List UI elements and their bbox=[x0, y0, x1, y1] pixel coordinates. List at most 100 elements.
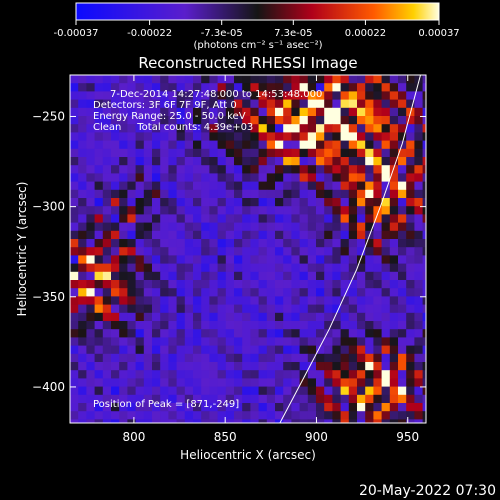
heatmap-cell bbox=[70, 83, 79, 92]
heatmap-cell bbox=[307, 271, 317, 281]
heatmap-cell bbox=[143, 255, 153, 265]
heatmap-cell bbox=[258, 75, 268, 84]
heatmap-cell bbox=[78, 312, 87, 322]
heatmap-cell bbox=[348, 116, 358, 125]
heatmap-cell bbox=[209, 181, 219, 191]
heatmap-cell bbox=[340, 99, 350, 109]
heatmap-cell bbox=[422, 304, 426, 314]
heatmap-cell bbox=[242, 148, 251, 158]
heatmap-cell bbox=[234, 321, 243, 330]
heatmap-cell bbox=[373, 353, 383, 363]
heatmap-cell bbox=[332, 99, 342, 109]
heatmap-cell bbox=[86, 345, 96, 355]
heatmap-cell bbox=[242, 165, 251, 174]
heatmap-cell bbox=[389, 148, 399, 158]
heatmap-cell bbox=[275, 280, 284, 289]
heatmap-cell bbox=[299, 263, 309, 273]
heatmap-cell bbox=[348, 370, 358, 379]
heatmap-cell bbox=[373, 312, 383, 322]
heatmap-cell bbox=[160, 157, 169, 166]
heatmap-cell bbox=[357, 263, 366, 273]
heatmap-cell bbox=[152, 99, 161, 109]
heatmap-cell bbox=[348, 362, 358, 371]
heatmap-cell bbox=[299, 206, 309, 215]
heatmap-cell bbox=[217, 353, 227, 363]
solar-limb-line bbox=[279, 75, 421, 423]
heatmap-cell bbox=[225, 148, 235, 158]
heatmap-cell bbox=[217, 403, 227, 412]
heatmap-cell bbox=[143, 362, 153, 371]
heatmap-cell bbox=[258, 271, 268, 281]
heatmap-cell bbox=[283, 230, 292, 240]
heatmap-cell bbox=[357, 99, 366, 109]
heatmap-cell bbox=[184, 214, 194, 224]
heatmap-cell bbox=[275, 296, 284, 306]
heatmap-cell bbox=[275, 263, 284, 273]
heatmap-cell bbox=[283, 99, 292, 109]
heatmap-cell bbox=[160, 214, 169, 224]
heatmap-cell bbox=[86, 206, 96, 215]
heatmap-cell bbox=[70, 288, 79, 297]
plot-frame bbox=[69, 74, 427, 424]
heatmap-cell bbox=[127, 222, 137, 232]
heatmap-cell bbox=[193, 132, 202, 142]
heatmap-cell bbox=[201, 337, 210, 347]
heatmap-cell bbox=[119, 140, 128, 150]
heatmap-cell bbox=[176, 255, 186, 265]
heatmap-cell bbox=[242, 222, 251, 232]
heatmap-cell bbox=[193, 362, 202, 371]
heatmap-cell bbox=[291, 75, 301, 84]
heatmap-cell bbox=[152, 411, 161, 420]
heatmap-cell bbox=[414, 91, 424, 101]
heatmap-cell bbox=[283, 140, 292, 150]
heatmap-cell bbox=[316, 99, 325, 109]
heatmap-cell bbox=[119, 329, 128, 338]
heatmap-cell bbox=[135, 99, 145, 109]
heatmap-cell bbox=[373, 296, 383, 306]
heatmap-cell bbox=[225, 75, 235, 84]
heatmap-cell bbox=[340, 271, 350, 281]
heatmap-cell bbox=[283, 403, 292, 412]
heatmap-cell bbox=[291, 140, 301, 150]
heatmap-cell bbox=[152, 230, 161, 240]
heatmap-cell bbox=[422, 280, 426, 289]
heatmap-cell bbox=[291, 370, 301, 379]
heatmap-cell bbox=[266, 206, 276, 215]
heatmap-cell bbox=[242, 132, 251, 142]
heatmap-cell bbox=[307, 345, 317, 355]
heatmap-cell bbox=[373, 280, 383, 289]
heatmap-cell bbox=[143, 419, 153, 423]
heatmap-cell bbox=[250, 140, 260, 150]
heatmap-cell bbox=[291, 99, 301, 109]
heatmap-cell bbox=[307, 99, 317, 109]
heatmap-cell bbox=[307, 116, 317, 125]
heatmap-cell bbox=[119, 321, 128, 330]
heatmap-cell bbox=[340, 288, 350, 297]
heatmap-cell bbox=[332, 206, 342, 215]
heatmap-cell bbox=[357, 280, 366, 289]
heatmap-cell bbox=[389, 124, 399, 133]
heatmap-cell bbox=[414, 83, 424, 92]
annotation-energy-range: Energy Range: 25.0 - 50.0 keV bbox=[93, 111, 246, 122]
heatmap-cell bbox=[78, 230, 87, 240]
heatmap-cell bbox=[414, 189, 424, 199]
heatmap-cell bbox=[160, 165, 169, 174]
heatmap-cell bbox=[283, 239, 292, 248]
heatmap-cell bbox=[86, 214, 96, 224]
heatmap-cell bbox=[365, 255, 374, 265]
heatmap-cell bbox=[307, 75, 317, 84]
heatmap-cell bbox=[94, 148, 104, 158]
heatmap-cell bbox=[283, 189, 292, 199]
heatmap-cell bbox=[86, 321, 96, 330]
heatmap-cell bbox=[381, 214, 391, 224]
heatmap-cell bbox=[119, 222, 128, 232]
heatmap-cell bbox=[86, 107, 96, 117]
heatmap-cell bbox=[414, 132, 424, 142]
heatmap-cell bbox=[398, 165, 407, 174]
heatmap-cell bbox=[135, 362, 145, 371]
heatmap-cell bbox=[307, 230, 317, 240]
heatmap-cell bbox=[406, 312, 415, 322]
heatmap-cell bbox=[160, 263, 169, 273]
heatmap-cell bbox=[127, 378, 137, 388]
heatmap-cell bbox=[176, 206, 186, 215]
